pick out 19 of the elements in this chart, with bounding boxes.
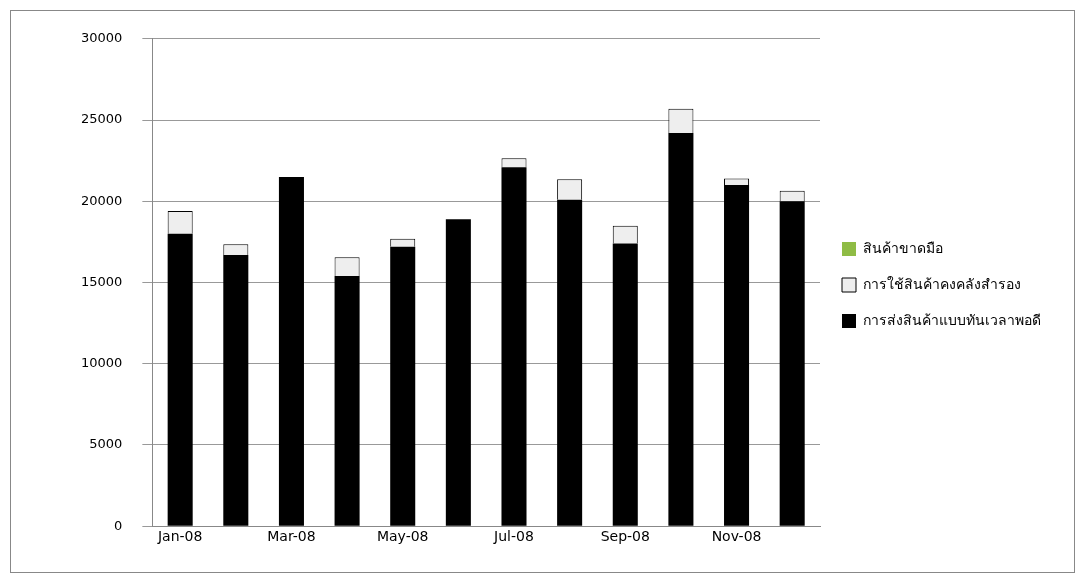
- x-tick-label: Jul-08: [493, 528, 534, 545]
- legend-label: การส่งสินค้าแบบทันเวลาพอดี: [863, 311, 1041, 328]
- x-tick-label: Nov-08: [711, 528, 762, 545]
- x-tick-label: May-08: [376, 528, 429, 545]
- y-tick-label: 10000: [81, 355, 123, 371]
- x-tick-label: Mar-08: [267, 528, 316, 545]
- bar: [445, 219, 471, 526]
- y-tick-label: 0: [114, 517, 123, 533]
- legend-label: การใช้สินค้าคงคลังสำรอง: [863, 275, 1021, 292]
- y-tick-label: 5000: [89, 436, 123, 452]
- y-tick-label: 20000: [81, 192, 123, 208]
- x-tick-label: Sep-08: [600, 528, 650, 545]
- y-tick-label: 25000: [81, 111, 123, 127]
- bar: [278, 176, 304, 526]
- legend-label: สินค้าขาดมือ: [863, 239, 943, 256]
- y-tick-label: 15000: [81, 273, 123, 289]
- x-tick-label: Jan-08: [156, 528, 203, 545]
- y-tick-label: 30000: [81, 30, 123, 46]
- bar: [501, 167, 527, 526]
